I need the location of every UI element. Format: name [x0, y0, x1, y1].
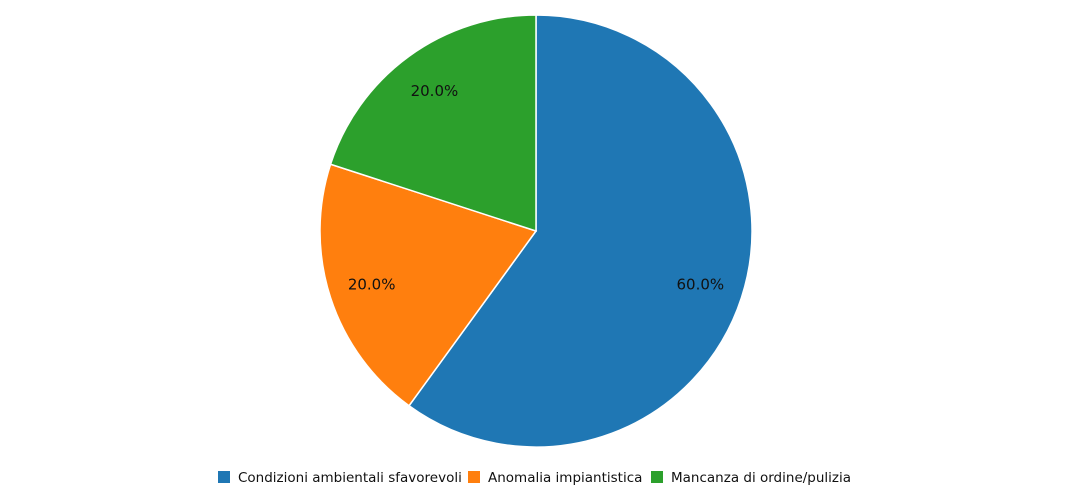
legend-swatch — [218, 471, 230, 483]
pie-slice[interactable] — [407, 14, 753, 448]
slice-data-label: 20.0% — [411, 82, 459, 100]
legend-item-label[interactable]: Anomalia impiantistica — [488, 470, 642, 486]
slice-data-label: 60.0% — [677, 275, 725, 293]
legend: Condizioni ambientali sfavorevoli Anomali… — [218, 470, 851, 486]
legend-item-label[interactable]: Condizioni ambientali sfavorevoli — [238, 470, 462, 486]
legend-swatch — [651, 471, 663, 483]
legend-swatch — [468, 471, 480, 483]
pie-slice[interactable] — [319, 163, 538, 407]
slice-data-label: 20.0% — [348, 275, 396, 293]
pie-slice[interactable] — [329, 14, 537, 233]
legend-item-label[interactable]: Mancanza di ordine/pulizia — [671, 470, 851, 486]
